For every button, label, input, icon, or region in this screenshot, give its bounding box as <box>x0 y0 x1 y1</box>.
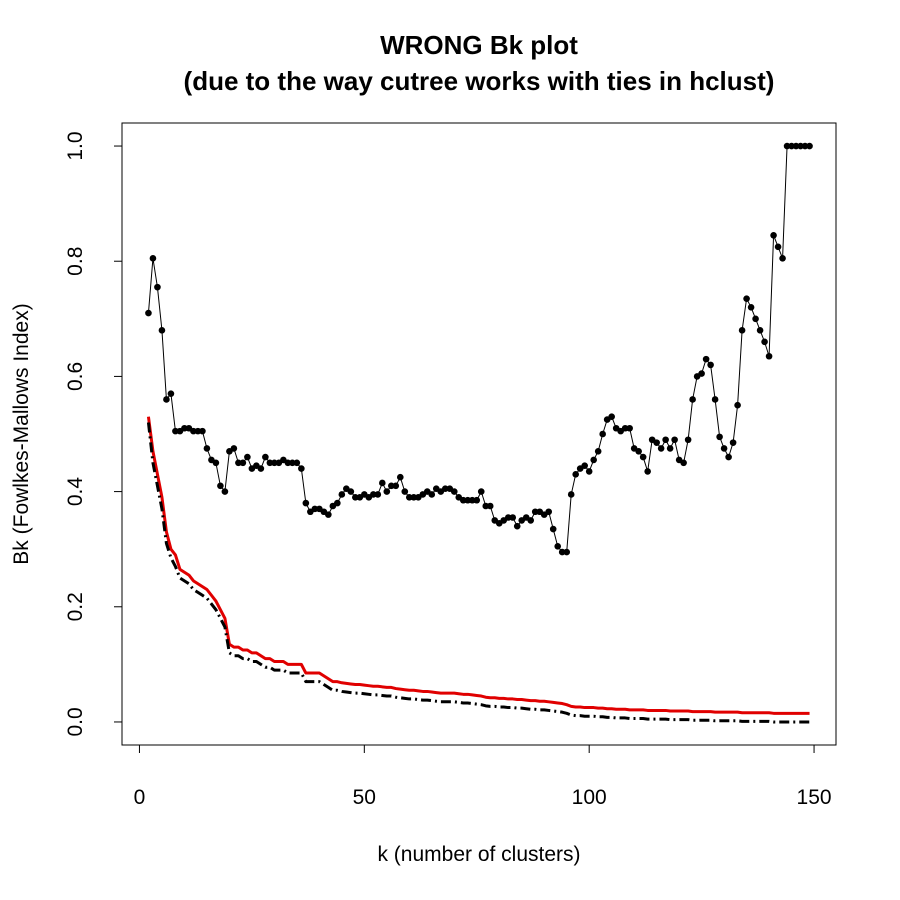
data-point <box>590 456 597 464</box>
data-point <box>752 315 759 323</box>
data-point <box>257 465 265 472</box>
data-point <box>761 338 768 346</box>
x-tick-label: 100 <box>572 786 607 809</box>
x-tick-label: 0 <box>134 786 146 809</box>
x-tick-label: 50 <box>353 786 376 809</box>
data-point <box>396 473 404 481</box>
data-point <box>743 295 750 302</box>
data-point <box>765 352 773 360</box>
data-point <box>585 468 593 475</box>
data-point <box>567 491 575 498</box>
data-point <box>338 491 346 498</box>
data-point <box>203 445 211 452</box>
data-point <box>666 445 674 452</box>
data-point <box>716 433 723 441</box>
data-point <box>657 445 665 452</box>
chart-title: WRONG Bk plot <box>380 30 578 60</box>
data-point <box>545 508 553 516</box>
data-point <box>217 482 224 490</box>
data-point <box>680 459 687 467</box>
data-point <box>720 445 728 452</box>
data-point <box>145 309 152 317</box>
data-point <box>262 453 269 461</box>
y-tick-label: 0.4 <box>64 477 87 507</box>
data-point <box>747 303 755 311</box>
data-point <box>756 327 764 334</box>
data-point <box>707 361 714 369</box>
data-point <box>473 496 481 504</box>
data-point <box>334 499 341 507</box>
data-point <box>293 459 301 467</box>
data-point <box>738 327 746 334</box>
series-line <box>146 422 810 724</box>
data-point <box>702 355 710 363</box>
data-point <box>477 488 485 495</box>
data-point <box>230 445 238 452</box>
y-tick-label: 0.2 <box>64 592 87 621</box>
data-point <box>774 243 782 251</box>
data-point <box>563 548 570 556</box>
data-point <box>239 459 247 467</box>
y-tick-label: 0.0 <box>64 707 87 736</box>
data-point <box>671 436 678 444</box>
data-point <box>513 522 521 530</box>
data-point <box>302 499 310 507</box>
y-axis-label: Bk (Fowlkes-Mallows Index) <box>10 303 33 564</box>
data-point <box>428 491 436 498</box>
data-point <box>325 511 332 518</box>
y-tick-label: 0.6 <box>64 362 87 391</box>
data-point <box>689 396 696 403</box>
data-point <box>450 488 458 495</box>
data-point <box>770 232 777 239</box>
data-point <box>244 453 251 461</box>
data-point <box>594 447 602 455</box>
data-point <box>486 502 494 510</box>
data-point <box>199 427 206 435</box>
data-point <box>379 479 386 487</box>
data-point <box>725 453 732 461</box>
data-point <box>599 430 606 438</box>
data-point <box>374 491 382 498</box>
data-point <box>639 453 647 461</box>
data-point <box>684 436 692 444</box>
data-point <box>527 517 535 524</box>
data-point <box>734 401 741 409</box>
data-point <box>729 439 737 446</box>
data-point <box>644 468 651 475</box>
data-point <box>163 396 170 403</box>
data-point <box>572 471 579 478</box>
data-point <box>626 424 633 432</box>
data-point <box>383 488 391 495</box>
data-point <box>212 459 220 467</box>
data-point <box>581 462 588 469</box>
data-point <box>158 327 166 334</box>
data-point <box>635 447 642 455</box>
data-point <box>298 465 305 472</box>
y-tick-label: 1.0 <box>64 131 87 160</box>
data-point <box>779 255 786 262</box>
data-point <box>401 488 409 495</box>
data-point <box>806 142 813 150</box>
data-point <box>653 439 660 446</box>
data-point <box>347 488 355 495</box>
data-point <box>149 255 157 262</box>
x-tick-label: 150 <box>797 786 832 809</box>
data-point <box>167 390 175 397</box>
data-point <box>554 543 562 550</box>
data-point <box>662 436 669 444</box>
x-axis-label: k (number of clusters) <box>377 843 580 866</box>
chart-subtitle: (due to the way cutree works with ties i… <box>184 66 775 96</box>
data-point <box>154 283 161 291</box>
y-tick-label: 0.8 <box>64 247 87 276</box>
data-point <box>221 488 229 495</box>
data-point <box>698 370 705 377</box>
data-point <box>711 396 719 403</box>
data-point <box>608 413 615 421</box>
data-point <box>392 482 400 490</box>
series-line <box>146 416 810 715</box>
data-point <box>509 514 517 521</box>
data-point <box>549 525 557 533</box>
